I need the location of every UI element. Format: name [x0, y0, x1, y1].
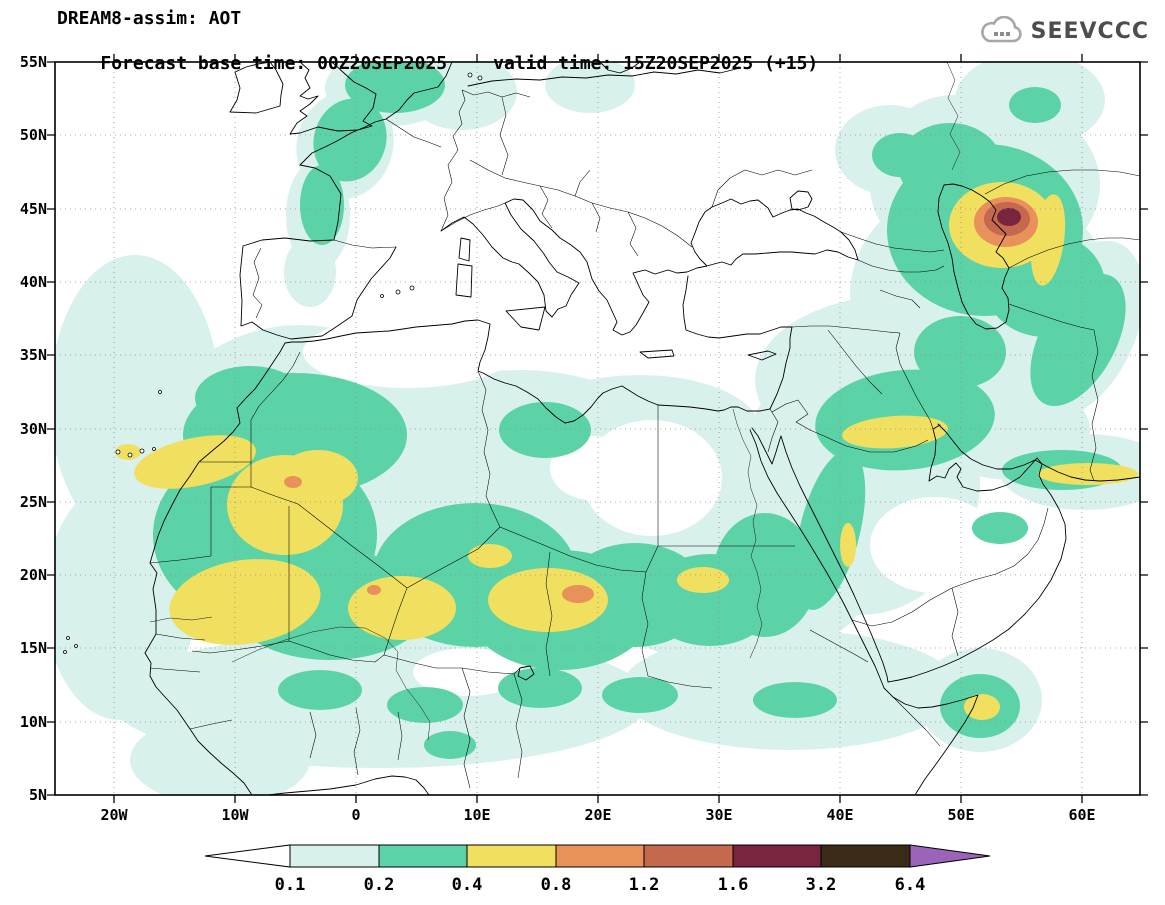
lon-tick-label: 0 [351, 806, 360, 824]
colorbar-tick-label: 0.2 [364, 875, 395, 895]
lon-tick-label: 20E [584, 806, 611, 824]
colorbar-segment [820, 844, 911, 868]
forecast-base-time: Forecast base time: 00Z20SEP2025 [100, 53, 448, 74]
logo-text: SEEVCCC [1030, 18, 1149, 44]
lat-tick-label: 10N [20, 713, 47, 731]
coastlines [63, 62, 1140, 795]
colorbar-above-max-arrow [909, 844, 991, 868]
colorbar-tick-label: 1.6 [718, 875, 749, 895]
valid-time: valid time: 15Z20SEP2025 (+15) [493, 53, 819, 74]
lat-tick-label: 35N [20, 346, 47, 364]
colorbar-below-min-arrow [204, 844, 291, 868]
aot-map: 55N 50N 45N 40N 35N 30N 25N 20N 15N 10N … [20, 53, 1148, 824]
lon-tick-label: 30E [705, 806, 732, 824]
colorbar-tick-label: 0.8 [541, 875, 572, 895]
country-borders [149, 89, 1140, 789]
axis-ticks [47, 54, 1148, 803]
lat-tick-label: 15N [20, 639, 47, 657]
colorbar-tick-label: 6.4 [895, 875, 926, 895]
page-title: DREAM8-assim: AOT [57, 8, 242, 29]
colorbar-tick-label: 0.4 [452, 875, 483, 895]
lon-tick-label: 10E [463, 806, 490, 824]
colorbar: 0.1 0.2 0.4 0.8 1.2 1.6 3.2 6.4 [204, 844, 991, 895]
lat-tick-label: 55N [20, 53, 47, 71]
colorbar-tick-label: 1.2 [629, 875, 660, 895]
lat-tick-label: 45N [20, 200, 47, 218]
lon-tick-label: 60E [1068, 806, 1095, 824]
colorbar-segment [466, 844, 557, 868]
colorbar-segment [289, 844, 380, 868]
lat-tick-label: 50N [20, 126, 47, 144]
lon-tick-label: 20W [100, 806, 128, 824]
colorbar-tick-label: 0.1 [275, 875, 306, 895]
cloud-icon [980, 16, 1022, 43]
lat-tick-label: 30N [20, 420, 47, 438]
lat-tick-label: 20N [20, 566, 47, 584]
aot-field-level-16-32 [997, 208, 1021, 226]
forecast-times: Forecast base time: 00Z20SEP2025 valid ti… [57, 32, 818, 95]
lat-tick-label: 5N [29, 786, 47, 804]
colorbar-segment [643, 844, 734, 868]
lat-tick-label: 40N [20, 273, 47, 291]
rivers [149, 62, 961, 741]
aot-field-level-04-08 [115, 182, 1138, 720]
header: DREAM8-assim: AOT Forecast base time: 00… [57, 8, 818, 95]
lon-tick-label: 40E [826, 806, 853, 824]
seevccc-logo: SEEVCCC [976, 16, 1149, 46]
aot-field-level-02-04 [153, 62, 1126, 759]
lon-tick-label: 10W [221, 806, 249, 824]
lat-axis-labels: 55N 50N 45N 40N 35N 30N 25N 20N 15N 10N … [20, 53, 47, 804]
colorbar-segment [732, 844, 822, 868]
lon-tick-label: 50E [947, 806, 974, 824]
lat-tick-label: 25N [20, 493, 47, 511]
colorbar-segment [555, 844, 645, 868]
colorbar-segment [378, 844, 468, 868]
lon-axis-labels: 20W 10W 0 10E 20E 30E 40E 50E 60E [100, 806, 1095, 824]
colorbar-tick-label: 3.2 [806, 875, 837, 895]
